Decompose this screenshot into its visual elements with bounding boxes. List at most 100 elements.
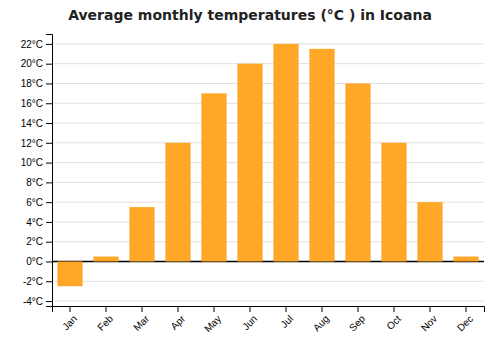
- grid-line: [52, 63, 484, 64]
- x-tick: Feb: [95, 306, 115, 333]
- x-tick: Dec: [455, 306, 475, 333]
- x-tick-mark: [466, 306, 467, 312]
- y-tick: -2°C: [23, 276, 52, 287]
- y-tick-label: 2°C: [26, 236, 43, 247]
- y-tick: 22°C: [21, 39, 52, 50]
- y-tick: 4°C: [26, 217, 52, 228]
- y-tick: 8°C: [26, 177, 52, 188]
- x-tick-label: Sep: [347, 313, 368, 334]
- bars: [57, 44, 478, 286]
- y-tick: -4°C: [23, 296, 52, 307]
- y-tick-label: 18°C: [21, 78, 43, 89]
- x-tick-label: Feb: [95, 313, 115, 333]
- x-tick-mark: [214, 306, 215, 312]
- y-tick-mark: [46, 103, 52, 104]
- y-tick: 2°C: [26, 236, 52, 247]
- x-tick-label: Jun: [240, 313, 259, 332]
- y-tick: 16°C: [21, 98, 52, 109]
- y-tick-label: -2°C: [23, 276, 43, 287]
- grid-line: [52, 123, 484, 124]
- y-tick: 14°C: [21, 118, 52, 129]
- x-tick: Jul: [278, 306, 295, 330]
- x-tick: Nov: [419, 306, 439, 333]
- y-tick: 12°C: [21, 138, 52, 149]
- y-tick: 6°C: [26, 197, 52, 208]
- y-axis: -4°C -2°C 0°C 2°C 4°C 6°C 8°C 10°C 12°C 14°C 16°C 1…: [21, 35, 53, 307]
- x-tick-mark: [250, 306, 251, 312]
- chart: Jan Feb Mar Apr May Jun Jul Aug Sep Oct Nov Dec -4°C…: [0, 0, 500, 350]
- x-tick-label: Mar: [131, 313, 151, 333]
- x-tick-label: Nov: [419, 313, 439, 333]
- x-tick-mark: [430, 306, 431, 312]
- x-tick-mark: [178, 306, 179, 312]
- x-tick-label: Jan: [60, 313, 79, 332]
- x-tick: Jun: [240, 306, 259, 332]
- bar: [381, 143, 406, 262]
- x-tick: Jan: [60, 306, 79, 332]
- y-tick-label: -4°C: [23, 296, 43, 307]
- y-tick-mark: [46, 261, 52, 262]
- x-tick: Aug: [311, 306, 331, 333]
- bar: [165, 143, 190, 262]
- y-tick: 18°C: [21, 78, 52, 89]
- x-tick-mark: [286, 306, 287, 312]
- x-tick-mark: [322, 306, 323, 312]
- x-tick-mark: [394, 306, 395, 312]
- y-tick: 0°C: [26, 256, 52, 267]
- x-tick-label: Jul: [278, 313, 295, 330]
- x-tick: May: [202, 306, 223, 334]
- y-tick-mark: [46, 83, 52, 84]
- x-tick: Oct: [384, 306, 403, 332]
- y-tick-mark: [46, 64, 52, 65]
- y-tick-label: 22°C: [21, 39, 43, 50]
- bar: [237, 64, 262, 262]
- bar: [93, 257, 118, 262]
- x-tick-mark: [106, 306, 107, 312]
- grid-line: [52, 281, 484, 282]
- x-tick-mark: [358, 306, 359, 312]
- grid-line: [52, 301, 484, 302]
- y-tick-mark: [46, 281, 52, 282]
- x-axis: Jan Feb Mar Apr May Jun Jul Aug Sep Oct Nov Dec: [53, 306, 485, 334]
- x-tick-label: Aug: [311, 313, 331, 333]
- y-tick-mark: [46, 242, 52, 243]
- y-tick-mark: [46, 202, 52, 203]
- x-tick-mark: [142, 306, 143, 312]
- y-tick-label: 12°C: [21, 138, 43, 149]
- y-tick-mark: [46, 123, 52, 124]
- y-axis-line: [46, 35, 53, 307]
- bar: [129, 207, 154, 261]
- bar: [345, 83, 370, 261]
- y-tick-mark: [46, 301, 52, 302]
- y-tick-label: 6°C: [26, 197, 43, 208]
- y-tick: 20°C: [21, 58, 52, 69]
- x-tick: Apr: [168, 306, 187, 332]
- grid-line: [52, 103, 484, 104]
- y-tick-label: 4°C: [26, 217, 43, 228]
- y-tick-label: 16°C: [21, 98, 43, 109]
- x-tick: Mar: [131, 306, 151, 333]
- y-tick: 10°C: [21, 157, 52, 168]
- grid-line: [52, 142, 484, 143]
- y-tick-label: 14°C: [21, 118, 43, 129]
- x-axis-line: [53, 307, 485, 313]
- y-tick-label: 20°C: [21, 58, 43, 69]
- bar: [273, 44, 298, 262]
- bar: [453, 257, 478, 262]
- grid-line: [52, 182, 484, 183]
- x-tick-mark: [70, 306, 71, 312]
- grid: [52, 44, 484, 301]
- x-tick-label: May: [202, 313, 223, 334]
- x-tick: Sep: [347, 306, 368, 333]
- x-tick-label: Oct: [384, 313, 403, 332]
- y-tick-mark: [46, 163, 52, 164]
- x-tick-label: Apr: [168, 313, 187, 332]
- y-tick-label: 10°C: [21, 157, 43, 168]
- y-tick-mark: [46, 222, 52, 223]
- grid-line: [52, 83, 484, 84]
- bar: [57, 261, 82, 286]
- plot: Jan Feb Mar Apr May Jun Jul Aug Sep Oct Nov Dec -4°C…: [21, 35, 485, 335]
- x-tick-label: Dec: [455, 313, 475, 333]
- y-tick-label: 0°C: [26, 256, 43, 267]
- bar: [201, 93, 226, 261]
